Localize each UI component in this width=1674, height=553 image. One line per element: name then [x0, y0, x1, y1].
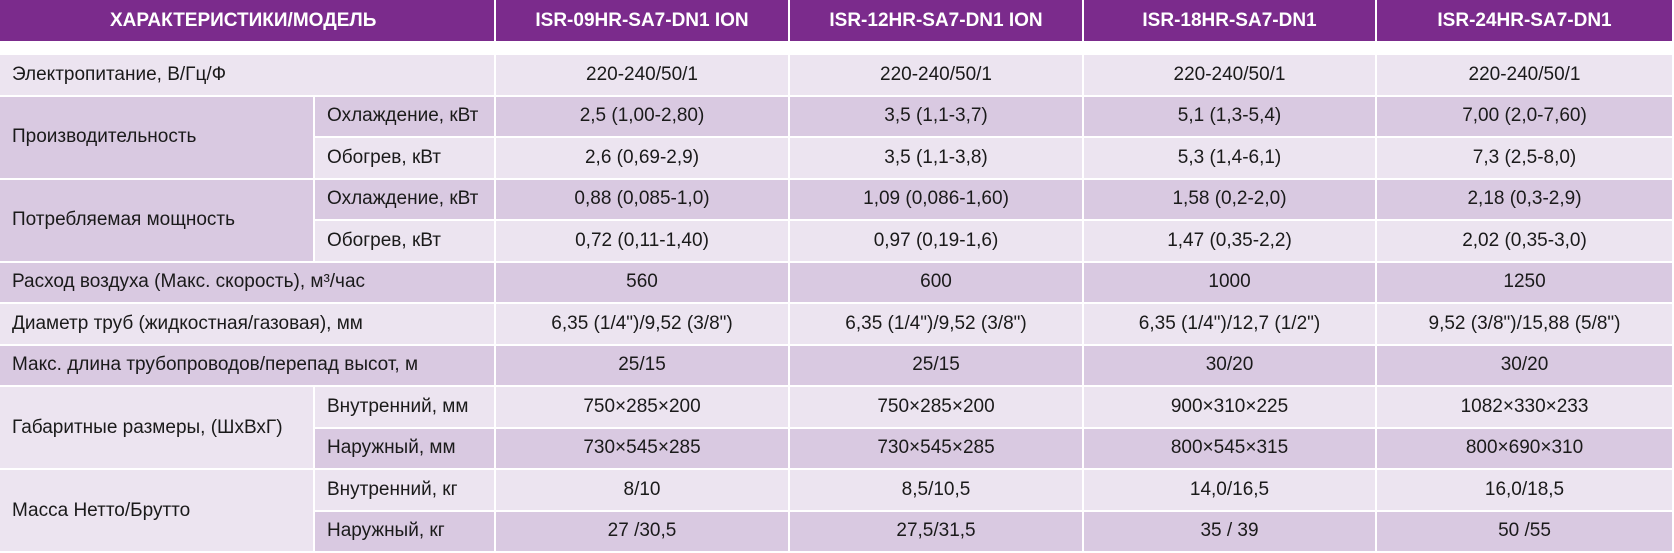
cell-value: 7,00 (2,0-7,60): [1377, 96, 1674, 138]
sub-label: Внутренний, кг: [315, 470, 497, 512]
cell-value: 6,35 (1/4")/9,52 (3/8"): [496, 304, 791, 346]
table-row: Обогрев, кВт 0,72 (0,11-1,40) 0,97 (0,19-1…: [0, 221, 1674, 263]
sub-label: Охлаждение, кВт: [315, 96, 497, 138]
table-row: Макс. длина трубопроводов/перепад высот,…: [0, 345, 1674, 387]
cell-value: 8,5/10,5: [790, 470, 1085, 512]
cell-value: 800×545×315: [1084, 428, 1378, 470]
cell-value: 0,88 (0,085-1,0): [496, 179, 791, 221]
gap-row: [0, 43, 1674, 55]
table-row: Диаметр труб (жидкостная/газовая), мм 6,3…: [0, 304, 1674, 346]
cell-value: 0,72 (0,11-1,40): [496, 221, 791, 263]
cell-value: 750×285×200: [496, 387, 791, 429]
cell-value: 2,02 (0,35-3,0): [1377, 221, 1674, 263]
cell-value: 50 /55: [1377, 511, 1674, 553]
cell-value: 1,47 (0,35-2,2): [1084, 221, 1378, 263]
table-body: Электропитание, В/Гц/Ф 220-240/50/1 220-24…: [0, 43, 1674, 553]
model-header: ISR-18HR-SA7-DN1: [1084, 0, 1378, 43]
gap: [0, 43, 1674, 55]
header-row: ХАРАКТЕРИСТИКИ/МОДЕЛЬ ISR-09HR-SA7-DN1 IO…: [0, 0, 1674, 43]
table-row: Габаритные размеры, (ШхВхГ) Внутренний, м…: [0, 387, 1674, 470]
cell-value: 220-240/50/1: [1377, 55, 1674, 97]
cell-value: 27 /30,5: [496, 511, 791, 553]
cell-value: 27,5/31,5: [790, 511, 1085, 553]
cell-value: 8/10: [496, 470, 791, 512]
cell-value: 1,09 (0,086-1,60): [790, 179, 1085, 221]
row-label: Макс. длина трубопроводов/перепад высот,…: [0, 345, 497, 387]
table-row: Наружный, мм 730×545×285 730×545×285 800×54…: [0, 428, 1674, 470]
cell-value: 25/15: [790, 345, 1085, 387]
cell-value: 35 / 39: [1084, 511, 1378, 553]
table-row: Наружный, кг 27 /30,5 27,5/31,5 35 / 39 50 /…: [0, 511, 1674, 553]
cell-value: 1082×330×233: [1377, 387, 1674, 429]
row-label: Электропитание, В/Гц/Ф: [0, 55, 497, 97]
cell-value: 1250: [1377, 262, 1674, 304]
group-label: Масса Нетто/Брутто: [0, 470, 315, 553]
cell-value: 600: [790, 262, 1085, 304]
cell-value: 14,0/16,5: [1084, 470, 1378, 512]
cell-value: 800×690×310: [1377, 428, 1674, 470]
cell-value: 750×285×200: [790, 387, 1085, 429]
group-label: Потребляемая мощность: [0, 179, 315, 263]
cell-value: 16,0/18,5: [1377, 470, 1674, 512]
table-row: Расход воздуха (Макс. скорость), м³/час 5…: [0, 262, 1674, 304]
cell-value: 9,52 (3/8")/15,88 (5/8"): [1377, 304, 1674, 346]
row-label: Расход воздуха (Макс. скорость), м³/час: [0, 262, 497, 304]
cell-value: 6,35 (1/4")/9,52 (3/8"): [790, 304, 1085, 346]
cell-value: 730×545×285: [496, 428, 791, 470]
model-header: ISR-09HR-SA7-DN1 ION: [496, 0, 791, 43]
cell-value: 220-240/50/1: [1084, 55, 1378, 97]
group-label: Габаритные размеры, (ШхВхГ): [0, 387, 315, 470]
table-row: Масса Нетто/Брутто Внутренний, кг 8/10 8,5/…: [0, 470, 1674, 553]
sub-label: Наружный, кг: [315, 511, 497, 553]
cell-value: 30/20: [1377, 345, 1674, 387]
table-row: Потребляемая мощность Охлаждение, кВт 0,88…: [0, 179, 1674, 263]
cell-value: 220-240/50/1: [496, 55, 791, 97]
cell-value: 3,5 (1,1-3,7): [790, 96, 1085, 138]
table-row: Электропитание, В/Гц/Ф 220-240/50/1 220-24…: [0, 55, 1674, 97]
cell-value: 2,18 (0,3-2,9): [1377, 179, 1674, 221]
cell-value: 0,97 (0,19-1,6): [790, 221, 1085, 263]
sub-label: Обогрев, кВт: [315, 221, 497, 263]
cell-value: 7,3 (2,5-8,0): [1377, 138, 1674, 180]
group-label: Производительность: [0, 96, 315, 180]
cell-value: 3,5 (1,1-3,8): [790, 138, 1085, 180]
cell-value: 730×545×285: [790, 428, 1085, 470]
cell-value: 6,35 (1/4")/12,7 (1/2"): [1084, 304, 1378, 346]
cell-value: 220-240/50/1: [790, 55, 1085, 97]
cell-value: 25/15: [496, 345, 791, 387]
model-header: ISR-12HR-SA7-DN1 ION: [790, 0, 1085, 43]
cell-value: 2,5 (1,00-2,80): [496, 96, 791, 138]
header-title: ХАРАКТЕРИСТИКИ/МОДЕЛЬ: [0, 0, 497, 43]
cell-value: 1,58 (0,2-2,0): [1084, 179, 1378, 221]
cell-value: 5,1 (1,3-5,4): [1084, 96, 1378, 138]
cell-value: 560: [496, 262, 791, 304]
cell-value: 900×310×225: [1084, 387, 1378, 429]
sub-label: Внутренний, мм: [315, 387, 497, 429]
cell-value: 5,3 (1,4-6,1): [1084, 138, 1378, 180]
cell-value: 30/20: [1084, 345, 1378, 387]
sub-label: Охлаждение, кВт: [315, 179, 497, 221]
cell-value: 2,6 (0,69-2,9): [496, 138, 791, 180]
row-label: Диаметр труб (жидкостная/газовая), мм: [0, 304, 497, 346]
model-header: ISR-24HR-SA7-DN1: [1377, 0, 1674, 43]
cell-value: 1000: [1084, 262, 1378, 304]
table-row: Производительность Охлаждение, кВт 2,5 (1,…: [0, 96, 1674, 180]
table-row: Обогрев, кВт 2,6 (0,69-2,9) 3,5 (1,1-3,8) 5…: [0, 138, 1674, 180]
sub-label: Обогрев, кВт: [315, 138, 497, 180]
sub-label: Наружный, мм: [315, 428, 497, 470]
